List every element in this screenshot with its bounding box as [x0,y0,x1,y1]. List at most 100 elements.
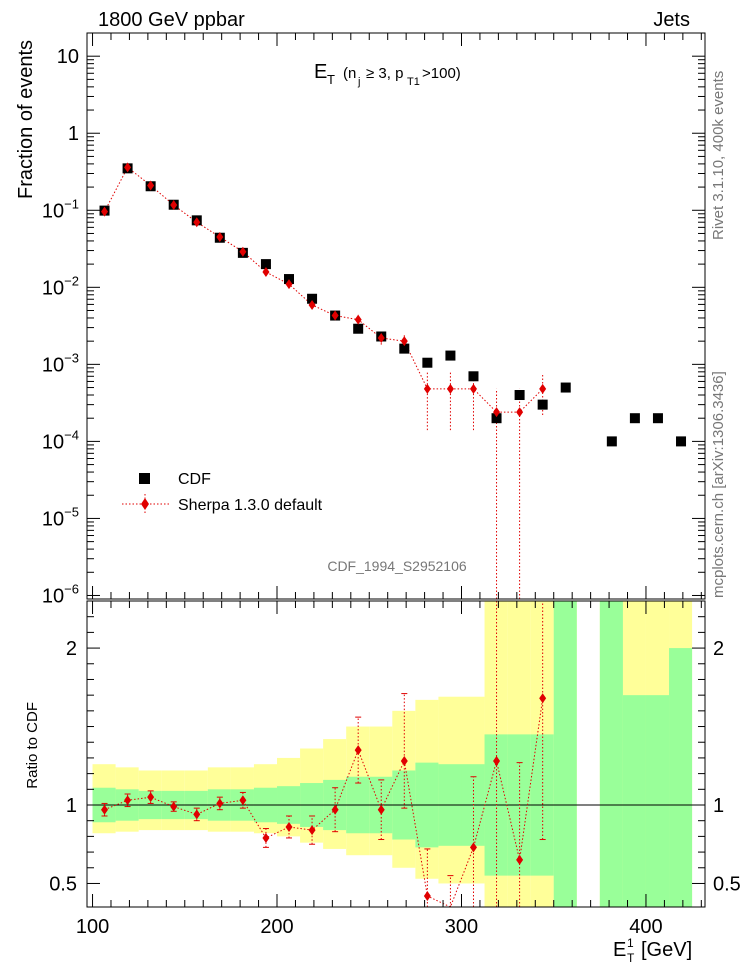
xtick-label-3: 400 [629,916,662,938]
analysis-label: CDF_1994_S2952106 [327,558,467,574]
legend-label-cdf: CDF [178,471,211,488]
cdf-point-18 [514,390,525,401]
sherpa-point-0 [101,206,109,217]
cdf-point-16 [468,371,479,382]
ratio-point-11 [354,745,362,756]
sherpa-point-17 [493,407,501,418]
bottom-ylabel: Ratio to CDF [24,702,41,789]
sherpa-point-11 [354,314,362,325]
legend: CDF Sherpa 1.3.0 default [122,471,323,514]
cdf-point-13 [399,343,410,354]
ratio-point-9 [308,825,316,836]
ratio-point-13 [400,756,408,767]
cdf-point-21 [606,436,617,447]
sherpa-point-9 [308,299,316,310]
cdf-point-17 [491,413,502,424]
cdf-point-11 [353,323,364,334]
legend-marker-cdf [139,473,150,484]
cdf-point-22 [629,413,640,424]
ratio-point-14 [423,891,431,902]
bottom-bands [92,601,693,907]
sherpa-point-2 [147,180,155,191]
svg-text:[GeV]: [GeV] [641,939,692,961]
svg-text:>100): >100) [422,65,461,82]
cdf-point-9 [307,293,318,304]
bottom-frame [86,600,706,908]
top-ytick-label-7: 10−6 [42,581,79,607]
svg-text:1: 1 [627,936,634,950]
top-ytick-label-2: 10−1 [42,196,79,222]
svg-text:E: E [314,61,327,83]
bot-ytick-label-right-1: 1 [713,795,724,817]
x-axis-label: E 1 T [GeV] [613,936,692,965]
sherpa-point-12 [377,332,385,343]
top-ytick-label-0: 10 [57,46,79,68]
xtick-label-1: 200 [260,916,293,938]
xtick-label-2: 300 [445,916,478,938]
header-left: 1800 GeV ppbar [98,9,245,31]
sherpa-point-7 [262,267,270,278]
mcplots-label: mcplots.cern.ch [arXiv:1306.3436] [710,371,727,598]
chart-title: E T (n j ≥ 3, p T1 >100) [314,61,461,88]
sherpa-point-10 [331,310,339,321]
top-ylabel: Fraction of events [15,40,37,199]
ratio-point-2 [147,792,155,803]
ratio-point-18 [516,854,524,865]
sherpa-point-15 [446,383,454,394]
ratio-point-4 [193,809,201,820]
svg-text:j: j [357,76,360,88]
ratio-point-16 [469,842,477,853]
bot-ytick-label-2: 2 [66,638,77,660]
top-marks [99,162,687,599]
top-ytick-label-4: 10−3 [42,350,79,376]
ratio-point-1 [124,795,132,806]
ratio-point-17 [493,756,501,767]
ratio-point-5 [216,798,224,809]
svg-text:T1: T1 [407,76,420,88]
sherpa-point-5 [216,231,224,242]
ratio-point-3 [170,801,178,812]
cdf-point-14 [422,357,433,368]
bot-ytick-label-right-0: 0.5 [713,873,741,895]
ratio-point-10 [331,804,339,815]
ratio-point-6 [239,795,247,806]
ratio-line [104,698,544,908]
green-band-22 [599,601,623,907]
bot-ytick-label-1: 1 [66,795,77,817]
ratio-point-0 [101,804,109,815]
bot-ytick-label-right-2: 2 [713,638,724,660]
cdf-point-20 [560,382,571,393]
rivet-label: Rivet 3.1.10, 400k events [710,71,727,240]
green-band-24 [645,695,670,907]
green-band-25 [669,648,693,907]
bottom-ticks: 0.5 0.5 1 1 2 2 100 200 300 400 [49,601,741,938]
ratio-point-12 [377,804,385,815]
sherpa-point-19 [539,383,547,394]
svg-text:(n: (n [343,65,356,82]
svg-text:T: T [627,951,635,965]
cdf-point-7 [260,259,271,270]
sherpa-point-14 [423,383,431,394]
cdf-point-8 [284,274,295,285]
xtick-label-0: 100 [76,916,109,938]
sherpa-point-4 [193,217,201,228]
top-ytick-label-5: 10−4 [42,427,79,453]
top-panel: 10 1 10−1 10−2 10−3 10−4 10−5 10−6 Fraction of … [15,32,706,607]
cdf-point-15 [445,350,456,361]
sherpa-point-13 [400,336,408,347]
cdf-point-23 [652,413,663,424]
header-right: Jets [653,9,690,31]
sherpa-point-6 [239,246,247,257]
sherpa-point-1 [124,162,132,173]
ratio-point-7 [262,832,270,843]
green-band-23 [622,695,646,907]
top-frame [86,32,706,600]
sherpa-point-16 [469,383,477,394]
bottom-marks [101,601,547,908]
sherpa-point-8 [285,279,293,290]
svg-text:T: T [327,72,335,87]
sherpa-point-3 [170,200,178,211]
top-ytick-label-6: 10−5 [42,504,79,530]
top-ytick-label-3: 10−2 [42,273,79,299]
